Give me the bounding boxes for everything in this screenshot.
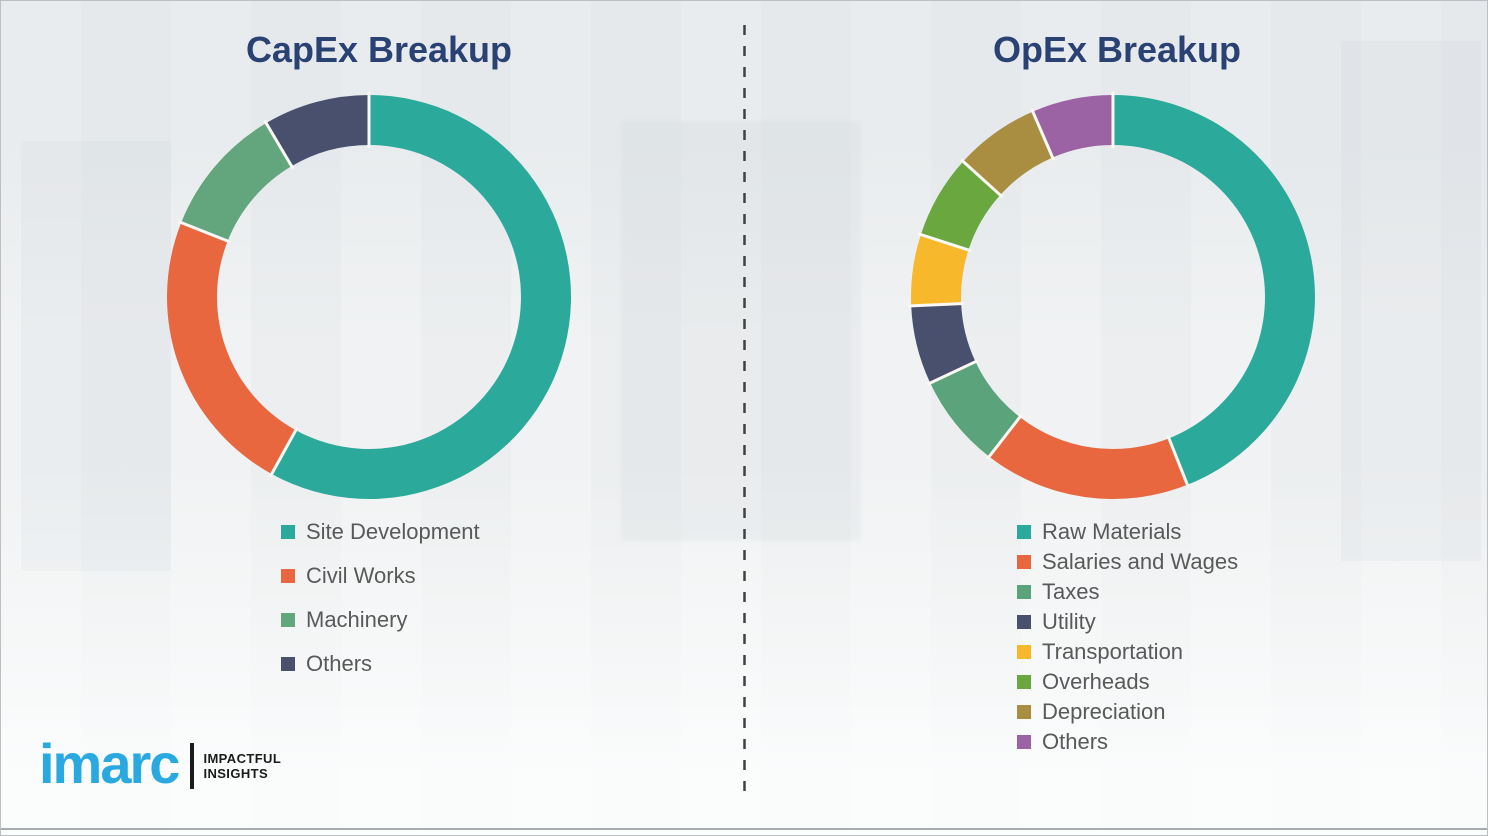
opex-segment-raw-materials bbox=[1113, 95, 1315, 485]
opex-legend-item-others: Others bbox=[1017, 727, 1238, 757]
legend-swatch bbox=[1017, 735, 1031, 749]
capex-segment-civil-works bbox=[167, 222, 296, 475]
capex-legend-item-machinery: Machinery bbox=[281, 598, 480, 642]
imarc-logo-wordmark: imarc bbox=[39, 732, 180, 795]
opex-legend-item-depreciation: Depreciation bbox=[1017, 697, 1238, 727]
legend-label: Taxes bbox=[1042, 579, 1100, 604]
opex-segment-others bbox=[1032, 95, 1113, 158]
legend-swatch bbox=[1017, 525, 1031, 539]
opex-legend-item-taxes: Taxes bbox=[1017, 577, 1238, 607]
background-watermark bbox=[621, 121, 861, 541]
opex-segment-overheads bbox=[920, 161, 1001, 251]
capex-chart-title: CapEx Breakup bbox=[245, 29, 513, 70]
opex-legend: Raw Materials Salaries and Wages Taxes Util… bbox=[1017, 517, 1238, 757]
capex-segment-others bbox=[266, 95, 369, 167]
legend-swatch bbox=[1017, 615, 1031, 629]
legend-label: Site Development bbox=[306, 519, 480, 544]
opex-legend-item-salaries-and-wages: Salaries and Wages bbox=[1017, 547, 1238, 577]
opex-donut-svg bbox=[908, 92, 1315, 499]
opex-legend-item-transportation: Transportation bbox=[1017, 637, 1238, 667]
imarc-tagline-line2: INSIGHTS bbox=[203, 766, 269, 782]
segment-gap-line bbox=[986, 413, 1023, 460]
capex-legend-item-site-development: Site Development bbox=[281, 510, 480, 554]
imarc-tagline-line1: IMPACTFUL bbox=[203, 750, 282, 766]
slide-bottom-edge bbox=[1, 828, 1487, 835]
legend-label: Raw Materials bbox=[1042, 519, 1182, 544]
panel-divider-dashed-line bbox=[743, 25, 746, 793]
capex-segment-site-development bbox=[271, 95, 572, 499]
legend-swatch bbox=[1017, 705, 1031, 719]
opex-segment-utility bbox=[911, 303, 976, 384]
segment-gap-line bbox=[268, 426, 299, 478]
segment-gap-line bbox=[908, 302, 965, 308]
legend-swatch bbox=[281, 613, 295, 627]
capex-legend-item-civil-works: Civil Works bbox=[281, 554, 480, 598]
segment-gap-line bbox=[177, 220, 232, 244]
imarc-logo: imarc IMPACTFUL INSIGHTS bbox=[39, 732, 281, 795]
opex-legend-item-utility: Utility bbox=[1017, 607, 1238, 637]
opex-chart-title: OpEx Breakup bbox=[992, 29, 1242, 70]
legend-swatch bbox=[1017, 675, 1031, 689]
legend-label: Machinery bbox=[306, 607, 408, 632]
opex-legend-item-overheads: Overheads bbox=[1017, 667, 1238, 697]
legend-label: Salaries and Wages bbox=[1042, 549, 1239, 574]
opex-segment-transportation bbox=[911, 234, 969, 306]
legend-swatch bbox=[1017, 645, 1031, 659]
opex-donut-chart bbox=[903, 87, 1323, 507]
segment-gap-line bbox=[1030, 108, 1056, 161]
segment-gap-line bbox=[926, 359, 979, 386]
background-watermark bbox=[21, 141, 171, 571]
legend-label: Others bbox=[306, 651, 373, 676]
imarc-logo-tagline: IMPACTFUL INSIGHTS bbox=[203, 751, 281, 782]
imarc-logo-divider-bar bbox=[190, 743, 195, 790]
legend-label: Transportation bbox=[1042, 639, 1184, 664]
capex-donut-chart bbox=[159, 87, 579, 507]
legend-label: Utility bbox=[1042, 609, 1096, 634]
legend-label: Overheads bbox=[1042, 669, 1150, 694]
opex-segment-salaries-and-wages bbox=[989, 417, 1188, 499]
segment-gap-line bbox=[917, 232, 972, 253]
opex-segment-depreciation bbox=[963, 111, 1053, 196]
capex-segment-machinery bbox=[181, 123, 292, 242]
segment-gap-line bbox=[263, 119, 295, 170]
opex-segment-taxes bbox=[930, 361, 1020, 457]
capex-donut-svg bbox=[167, 92, 572, 499]
legend-swatch bbox=[281, 657, 295, 671]
opex-legend-item-raw-materials: Raw Materials bbox=[1017, 517, 1238, 547]
background-watermark bbox=[1341, 41, 1481, 561]
segment-gap-line bbox=[1166, 434, 1190, 489]
legend-label: Depreciation bbox=[1042, 699, 1166, 724]
legend-swatch bbox=[281, 569, 295, 583]
segment-gap-line bbox=[959, 158, 1004, 199]
legend-label: Civil Works bbox=[306, 563, 416, 588]
legend-label: Others bbox=[1042, 729, 1109, 754]
legend-swatch bbox=[281, 525, 295, 539]
capex-legend-item-others: Others bbox=[281, 642, 480, 686]
legend-swatch bbox=[1017, 555, 1031, 569]
capex-legend: Site Development Civil Works Machinery Othe… bbox=[281, 510, 480, 686]
legend-swatch bbox=[1017, 585, 1031, 599]
